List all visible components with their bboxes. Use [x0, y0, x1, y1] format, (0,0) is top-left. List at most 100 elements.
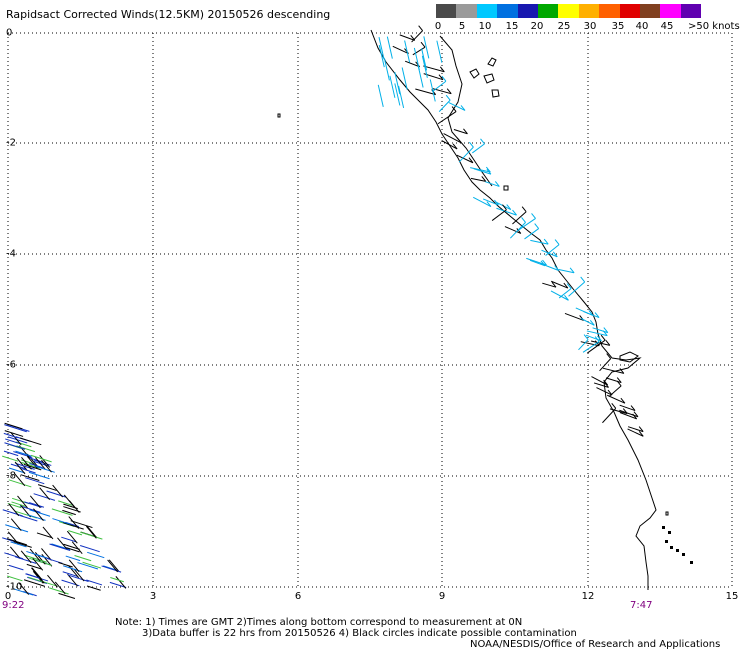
wind-barb — [5, 524, 29, 533]
wind-barb-tick — [502, 204, 507, 211]
contamination-dot — [668, 531, 671, 534]
wind-barb — [491, 209, 507, 221]
wind-barb — [524, 228, 539, 240]
wind-barb — [482, 198, 499, 206]
wind-barb — [33, 460, 50, 467]
wind-barb — [52, 518, 71, 525]
wind-barb — [3, 450, 19, 457]
wind-barb — [63, 543, 80, 550]
wind-barb — [404, 40, 411, 63]
wind-barb — [602, 408, 617, 424]
wind-barb — [545, 244, 560, 256]
note-line-2: 3)Data buffer is 22 hrs from 20150526 4)… — [142, 628, 577, 639]
wind-barb — [46, 490, 66, 498]
island — [487, 57, 497, 67]
wind-barb-tick — [633, 411, 639, 418]
wind-barb — [421, 48, 428, 71]
wind-barb-tick — [29, 548, 41, 562]
wind-barb — [15, 462, 35, 470]
wind-barb — [29, 557, 52, 566]
contamination-dot — [690, 561, 693, 564]
scale-label: 45 — [660, 21, 674, 32]
wind-barb — [473, 168, 492, 175]
map-title: Rapidsact Corrected Winds(12.5KM) 201505… — [6, 8, 331, 21]
scale-label: 25 — [557, 21, 571, 32]
wind-barb — [28, 471, 50, 480]
island — [491, 89, 500, 98]
island — [277, 113, 281, 118]
wind-barb-tick — [580, 276, 586, 283]
wind-barb — [550, 290, 569, 301]
wind-barb-tick — [8, 503, 20, 517]
scale-swatch — [660, 4, 681, 18]
wind-barb — [394, 72, 401, 95]
contamination-dot — [665, 540, 668, 543]
wind-barb-tick — [603, 327, 609, 333]
wind-barb — [541, 249, 558, 258]
wind-barb — [12, 588, 34, 596]
wind-barb-tick — [115, 576, 127, 589]
wind-barb — [627, 428, 644, 437]
wind-barb — [587, 339, 606, 354]
wind-barb — [28, 576, 42, 582]
wind-barb — [378, 45, 385, 68]
wind-barb — [411, 30, 423, 43]
wind-barb — [13, 541, 32, 548]
y-tick-label: -6 — [6, 359, 16, 371]
wind-barb — [21, 468, 36, 474]
wind-barb — [65, 555, 81, 562]
wind-barb — [383, 58, 390, 81]
wind-barb — [33, 493, 56, 501]
wind-barb — [580, 317, 595, 326]
scale-swatch — [578, 4, 600, 18]
wind-barb-tick — [606, 353, 612, 359]
wind-barb — [512, 211, 527, 225]
wind-barb — [421, 55, 428, 78]
bay-coast — [439, 35, 493, 187]
wind-barb — [4, 442, 26, 450]
wind-barb — [8, 467, 26, 474]
wind-barb-tick — [619, 368, 625, 374]
wind-barb-tick — [21, 457, 32, 470]
wind-barb — [627, 426, 644, 433]
wind-barb — [377, 84, 384, 108]
wind-barb-tick — [16, 457, 28, 471]
wind-barb-tick — [531, 213, 536, 219]
wind-barb — [4, 552, 24, 560]
wind-barb — [86, 579, 103, 586]
wind-barb — [386, 36, 393, 59]
wind-barb-tick — [494, 199, 499, 206]
wind-barb-tick — [418, 25, 424, 31]
wind-barb-tick — [10, 432, 22, 446]
island — [483, 73, 495, 84]
wind-barb — [578, 339, 589, 351]
wind-barb-tick — [468, 157, 474, 164]
wind-barb — [7, 575, 23, 582]
time-left: 9:22 — [2, 600, 25, 611]
scale-swatch — [497, 4, 518, 18]
wind-barb — [389, 75, 396, 98]
wind-barb-tick — [566, 283, 572, 289]
wind-barb-tick — [86, 525, 98, 539]
wind-barb — [82, 561, 102, 569]
wind-barb — [596, 387, 613, 396]
wind-barb — [62, 509, 76, 516]
scale-label: 0 — [434, 21, 442, 32]
wind-barb — [25, 477, 45, 485]
scale-label: 10 — [478, 21, 492, 32]
scale-swatch — [558, 4, 579, 18]
wind-barb-tick — [439, 66, 445, 73]
wind-barb-tick — [563, 282, 569, 289]
scale-swatch — [476, 4, 498, 18]
wind-barb-tick — [14, 461, 26, 475]
wind-barb-tick — [600, 334, 606, 341]
scale-label: 15 — [505, 21, 519, 32]
wind-barbs-southwest — [2, 422, 127, 600]
wind-barb — [602, 367, 624, 374]
wind-barb — [558, 288, 572, 299]
wind-barb — [472, 143, 485, 154]
wind-barb — [609, 408, 628, 415]
wind-barb — [4, 424, 27, 433]
wind-barb-tick — [451, 106, 457, 112]
wind-barb — [5, 438, 21, 445]
